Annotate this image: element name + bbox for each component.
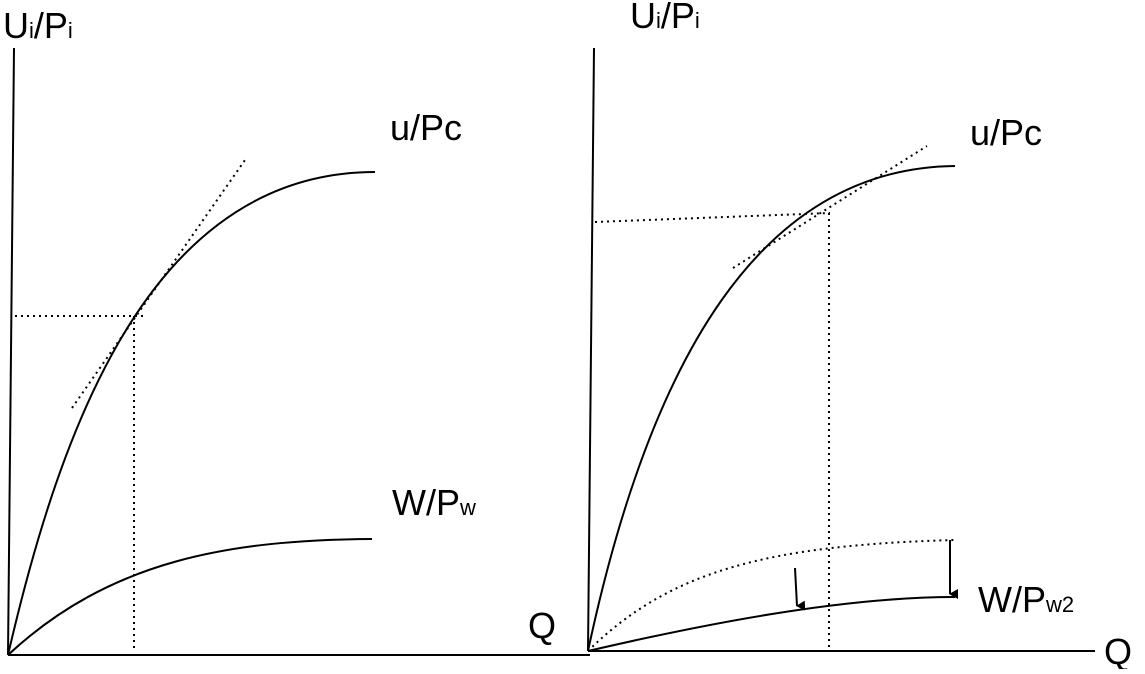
left-y-axis <box>7 47 15 656</box>
right-y-axis <box>587 47 595 652</box>
left-w-curve-label: W/Pw <box>392 482 476 523</box>
right-w2-curve-label: W/Pw2 <box>978 579 1074 620</box>
right-w2-curve <box>587 596 956 652</box>
right-panel: Ui/Pi u/Pc W/Pw2 Q <box>587 0 1132 672</box>
right-original-w-curve-dotted <box>587 539 956 652</box>
right-x-axis-label: Q <box>1104 631 1132 669</box>
left-u-curve-label: u/Pc <box>390 107 462 148</box>
left-panel: Ui/Pi u/Pc W/Pw Q <box>3 5 590 656</box>
left-y-axis-label: Ui/Pi <box>3 5 73 46</box>
right-u-curve <box>587 165 956 652</box>
left-tangent-line <box>71 159 246 409</box>
shift-arrow-1 <box>794 567 806 611</box>
left-w-curve <box>7 538 373 656</box>
left-u-curve <box>7 171 376 656</box>
right-u-curve-label: u/Pc <box>970 112 1042 153</box>
left-x-axis-label: Q <box>528 605 556 646</box>
right-y-axis-label: Ui/Pi <box>630 0 700 36</box>
right-tangent-line <box>732 145 928 269</box>
